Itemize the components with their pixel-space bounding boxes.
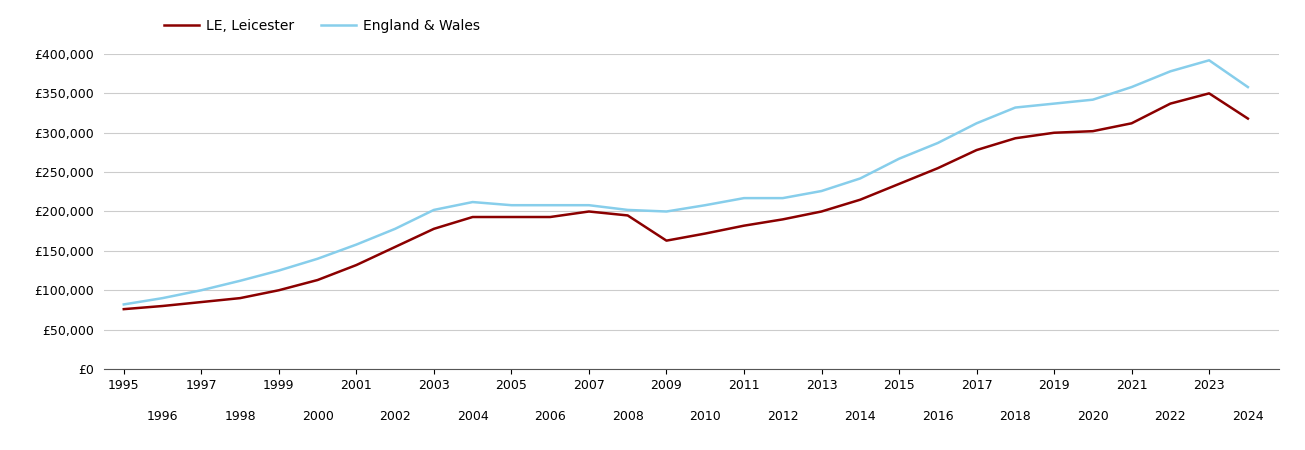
- LE, Leicester: [891, 181, 907, 187]
- LE, Leicester: [581, 209, 596, 214]
- England & Wales: [1240, 84, 1255, 90]
- LE, Leicester: [1163, 101, 1178, 106]
- LE, Leicester: [1084, 128, 1100, 134]
- England & Wales: [659, 209, 675, 214]
- England & Wales: [814, 188, 830, 194]
- LE, Leicester: [1047, 130, 1062, 135]
- England & Wales: [155, 295, 171, 301]
- LE, Leicester: [659, 238, 675, 243]
- LE, Leicester: [465, 214, 480, 220]
- Line: England & Wales: England & Wales: [124, 60, 1248, 304]
- LE, Leicester: [1202, 90, 1218, 96]
- England & Wales: [736, 195, 752, 201]
- England & Wales: [348, 242, 364, 247]
- LE, Leicester: [309, 277, 325, 283]
- Legend: LE, Leicester, England & Wales: LE, Leicester, England & Wales: [158, 14, 485, 39]
- England & Wales: [309, 256, 325, 261]
- LE, Leicester: [348, 262, 364, 268]
- LE, Leicester: [504, 214, 519, 220]
- LE, Leicester: [543, 214, 559, 220]
- England & Wales: [968, 121, 984, 126]
- England & Wales: [891, 156, 907, 162]
- LE, Leicester: [1240, 116, 1255, 121]
- LE, Leicester: [620, 213, 636, 218]
- England & Wales: [1202, 58, 1218, 63]
- England & Wales: [543, 202, 559, 208]
- LE, Leicester: [232, 295, 248, 301]
- LE, Leicester: [930, 166, 946, 171]
- LE, Leicester: [697, 231, 713, 236]
- LE, Leicester: [388, 244, 403, 250]
- England & Wales: [1007, 105, 1023, 110]
- England & Wales: [193, 288, 209, 293]
- England & Wales: [388, 226, 403, 231]
- LE, Leicester: [193, 299, 209, 305]
- LE, Leicester: [425, 226, 441, 231]
- LE, Leicester: [155, 303, 171, 309]
- England & Wales: [697, 202, 713, 208]
- England & Wales: [116, 302, 132, 307]
- LE, Leicester: [852, 197, 868, 202]
- LE, Leicester: [116, 306, 132, 312]
- England & Wales: [425, 207, 441, 212]
- LE, Leicester: [775, 216, 791, 222]
- England & Wales: [232, 278, 248, 284]
- England & Wales: [852, 176, 868, 181]
- England & Wales: [775, 195, 791, 201]
- England & Wales: [620, 207, 636, 212]
- England & Wales: [1163, 68, 1178, 74]
- LE, Leicester: [968, 147, 984, 153]
- England & Wales: [1084, 97, 1100, 102]
- LE, Leicester: [1124, 121, 1139, 126]
- LE, Leicester: [1007, 135, 1023, 141]
- England & Wales: [271, 268, 287, 273]
- England & Wales: [930, 140, 946, 146]
- England & Wales: [1047, 101, 1062, 106]
- England & Wales: [465, 199, 480, 205]
- LE, Leicester: [736, 223, 752, 228]
- England & Wales: [581, 202, 596, 208]
- Line: LE, Leicester: LE, Leicester: [124, 93, 1248, 309]
- England & Wales: [504, 202, 519, 208]
- England & Wales: [1124, 84, 1139, 90]
- LE, Leicester: [814, 209, 830, 214]
- LE, Leicester: [271, 288, 287, 293]
